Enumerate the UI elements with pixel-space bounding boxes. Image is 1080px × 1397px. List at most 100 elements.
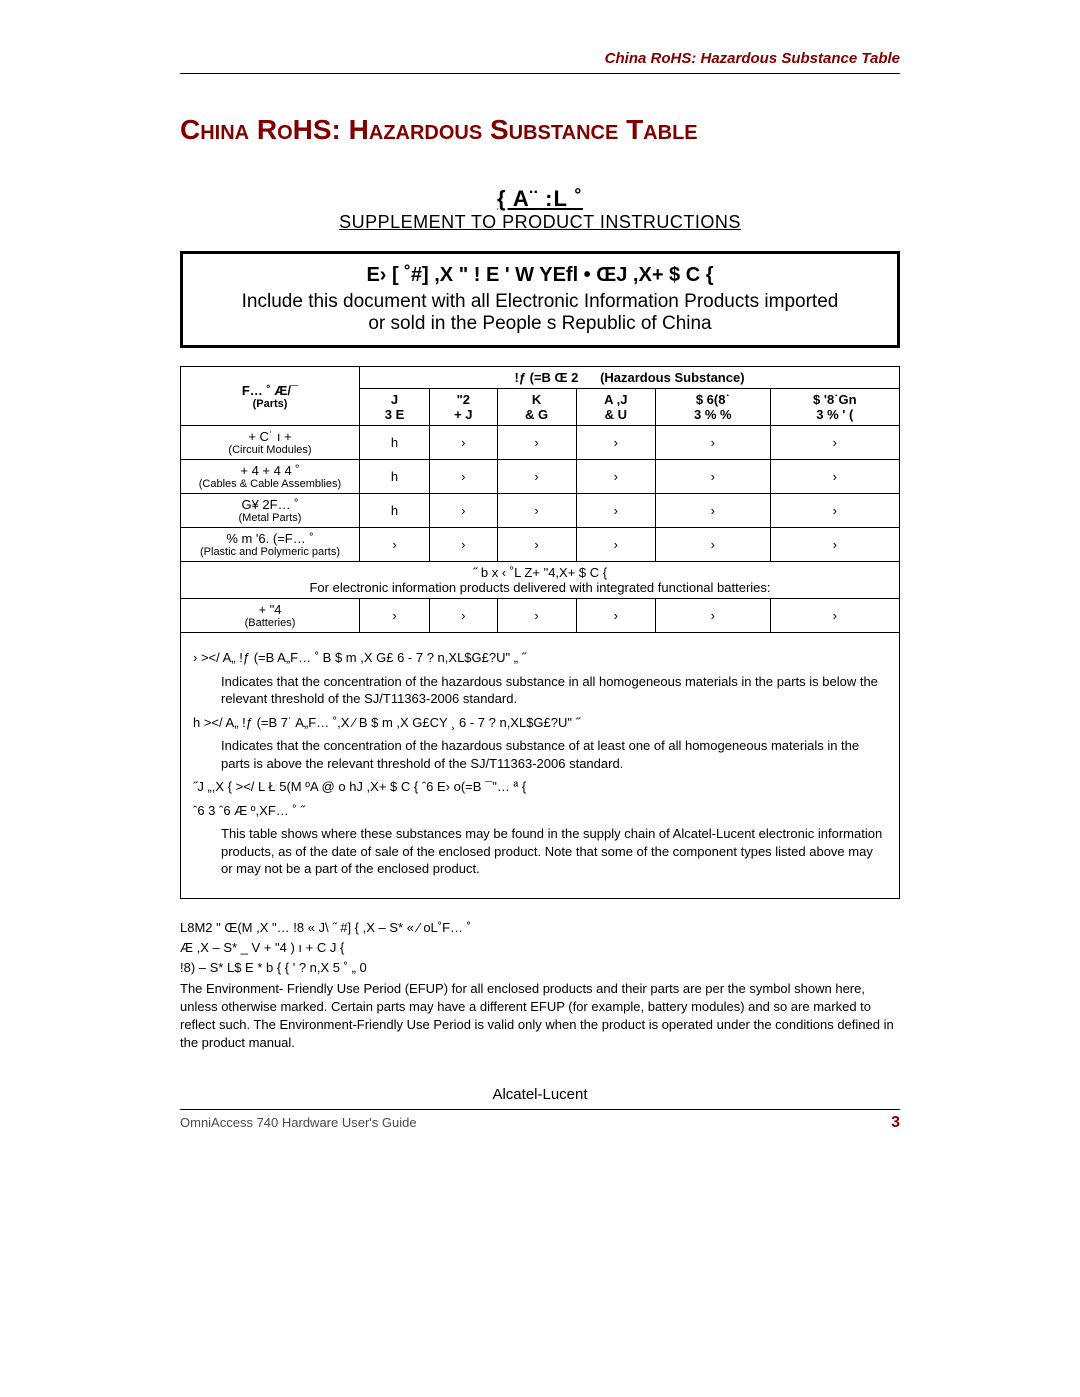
parts-cn: G¥ 2F… ˚ [185, 497, 355, 512]
val-cell: › [770, 528, 899, 562]
footer-page-number: 3 [891, 1114, 900, 1132]
col-sym: & G [502, 407, 572, 422]
page: China RoHS: Hazardous Substance Table Ch… [0, 0, 1080, 1397]
col-cn: K [502, 392, 572, 407]
col-head: A ,J& U [576, 389, 656, 426]
parts-en: (Cables & Cable Assemblies) [185, 478, 355, 490]
val-cell: › [770, 460, 899, 494]
col-sym: 3 E [364, 407, 425, 422]
mid-note-cn: ˝ b x ‹ ˚L Z+ "4,X+ $ C { [185, 565, 895, 580]
explain-p3-cn: ˝J „,X { ></ L Ł 5(M ºA @ o hJ ,X+ $ C {… [193, 778, 887, 796]
explain-p3-cn2: ˆ6 3 ˆ6 Æ º,XF… ˚ ˝ [193, 802, 887, 820]
val-cell: › [497, 528, 576, 562]
haz-header: !ƒ (=B Œ 2 (Hazardous Substance) [360, 367, 900, 389]
explain-p3-en: This table shows where these substances … [193, 825, 887, 878]
parts-cell: % m '6. (=F… ˚(Plastic and Polymeric par… [181, 528, 360, 562]
top-rule [180, 73, 900, 74]
parts-header: F… ˚ Æ/¯ (Parts) [181, 367, 360, 426]
val-cell: › [430, 599, 497, 633]
table-row-batteries: + "4(Batteries) › › › › › › [181, 599, 900, 633]
mid-note-en: For electronic information products deli… [185, 580, 895, 595]
explain-p2-en: Indicates that the concentration of the … [193, 737, 887, 772]
rohs-table: F… ˚ Æ/¯ (Parts) !ƒ (=B Œ 2 (Hazardous S… [180, 366, 900, 633]
table-mid-note-row: ˝ b x ‹ ˚L Z+ "4,X+ $ C { For electronic… [181, 562, 900, 599]
val-cell: › [656, 460, 771, 494]
col-sym: 3 % ' ( [775, 407, 895, 422]
val-cell: h [360, 426, 430, 460]
val-cell: h [360, 494, 430, 528]
val-cell: › [497, 460, 576, 494]
mid-note-cell: ˝ b x ‹ ˚L Z+ "4,X+ $ C { For electronic… [181, 562, 900, 599]
efup-block: L8M2 " Œ(M ,X "… !8 « J\ ˝ #] { ,X – S* … [180, 919, 900, 1052]
val-cell: › [497, 494, 576, 528]
val-cell: › [430, 494, 497, 528]
footer-row: OmniAccess 740 Hardware User's Guide 3 [180, 1109, 900, 1132]
supplement-line-cn: { A¨ :L ˚ [180, 186, 900, 212]
parts-cell: + 4 + 4 4 ˚(Cables & Cable Assemblies) [181, 460, 360, 494]
haz-header-en: (Hazardous Substance) [600, 370, 744, 385]
val-cell: › [656, 599, 771, 633]
val-cell: › [430, 528, 497, 562]
col-cn: "2 [434, 392, 492, 407]
parts-en: (Metal Parts) [185, 512, 355, 524]
col-cn: A ,J [581, 392, 652, 407]
footer-center: Alcatel-Lucent [180, 1086, 900, 1103]
table-row: + C˙ ı +(Circuit Modules) h › › › › › [181, 426, 900, 460]
parts-cn: + "4 [185, 602, 355, 617]
parts-en: (Plastic and Polymeric parts) [185, 546, 355, 558]
col-head: $ 6(8˙3 % % [656, 389, 771, 426]
col-head: $ '8˙Gn3 % ' ( [770, 389, 899, 426]
efup-cn-2: Æ ,X – S* _ V + "4 ) ı + C J { [180, 939, 900, 957]
table-row: % m '6. (=F… ˚(Plastic and Polymeric par… [181, 528, 900, 562]
include-text-en-2: or sold in the People s Republic of Chin… [197, 313, 883, 335]
val-cell: › [360, 528, 430, 562]
efup-cn-3: !8) – S* L$ E * b { { ' ? n,X 5 ˚ „ 0 [180, 959, 900, 977]
running-header: China RoHS: Hazardous Substance Table [180, 50, 900, 67]
parts-cn: % m '6. (=F… ˚ [185, 531, 355, 546]
val-cell: › [576, 426, 656, 460]
col-sym: 3 % % [660, 407, 766, 422]
val-cell: › [770, 599, 899, 633]
table-row: + 4 + 4 4 ˚(Cables & Cable Assemblies) h… [181, 460, 900, 494]
explain-block: › ></ A„ !ƒ (=B A„F… ˚ B $ m ,X G£ 6 - 7… [180, 633, 900, 899]
col-head: "2+ J [430, 389, 497, 426]
explain-p2-cn: h ></ A„ !ƒ (=B 7˙ A„F… ˚,X ⁄ B $ m ,X G… [193, 714, 887, 732]
supplement-line-en: SUPPLEMENT TO PRODUCT INSTRUCTIONS [180, 212, 900, 233]
explain-p1-en: Indicates that the concentration of the … [193, 673, 887, 708]
parts-en: (Circuit Modules) [185, 444, 355, 456]
val-cell: › [656, 494, 771, 528]
col-head: K& G [497, 389, 576, 426]
parts-header-en: (Parts) [185, 398, 355, 410]
val-cell: › [576, 528, 656, 562]
parts-cell: + "4(Batteries) [181, 599, 360, 633]
val-cell: › [770, 494, 899, 528]
efup-cn-1: L8M2 " Œ(M ,X "… !8 « J\ ˝ #] { ,X – S* … [180, 919, 900, 937]
col-head: J3 E [360, 389, 430, 426]
col-cn: $ '8˙Gn [775, 392, 895, 407]
parts-en: (Batteries) [185, 617, 355, 629]
val-cell: › [497, 599, 576, 633]
val-cell: › [430, 426, 497, 460]
val-cell: › [576, 460, 656, 494]
val-cell: › [430, 460, 497, 494]
val-cell: › [656, 426, 771, 460]
parts-cn: + 4 + 4 4 ˚ [185, 463, 355, 478]
explain-p1-cn: › ></ A„ !ƒ (=B A„F… ˚ B $ m ,X G£ 6 - 7… [193, 649, 887, 667]
include-text-cn: E› [ ˚#] ,X " ! E ' W YEfl • ŒJ ,X+ $ C … [197, 264, 883, 287]
footer-doc-title: OmniAccess 740 Hardware User's Guide [180, 1115, 417, 1130]
table-row: G¥ 2F… ˚(Metal Parts) h › › › › › [181, 494, 900, 528]
table-header-row-1: F… ˚ Æ/¯ (Parts) !ƒ (=B Œ 2 (Hazardous S… [181, 367, 900, 389]
col-cn: J [364, 392, 425, 407]
val-cell: › [576, 494, 656, 528]
parts-cell: G¥ 2F… ˚(Metal Parts) [181, 494, 360, 528]
supplement-block: { A¨ :L ˚ SUPPLEMENT TO PRODUCT INSTRUCT… [180, 186, 900, 233]
haz-header-cn: !ƒ (=B Œ 2 [514, 370, 578, 385]
val-cell: › [497, 426, 576, 460]
col-sym: + J [434, 407, 492, 422]
val-cell: › [770, 426, 899, 460]
col-sym: & U [581, 407, 652, 422]
efup-en: The Environment- Friendly Use Period (EF… [180, 980, 900, 1053]
val-cell: › [360, 599, 430, 633]
parts-cell: + C˙ ı +(Circuit Modules) [181, 426, 360, 460]
include-text-en-1: Include this document with all Electroni… [197, 291, 883, 313]
